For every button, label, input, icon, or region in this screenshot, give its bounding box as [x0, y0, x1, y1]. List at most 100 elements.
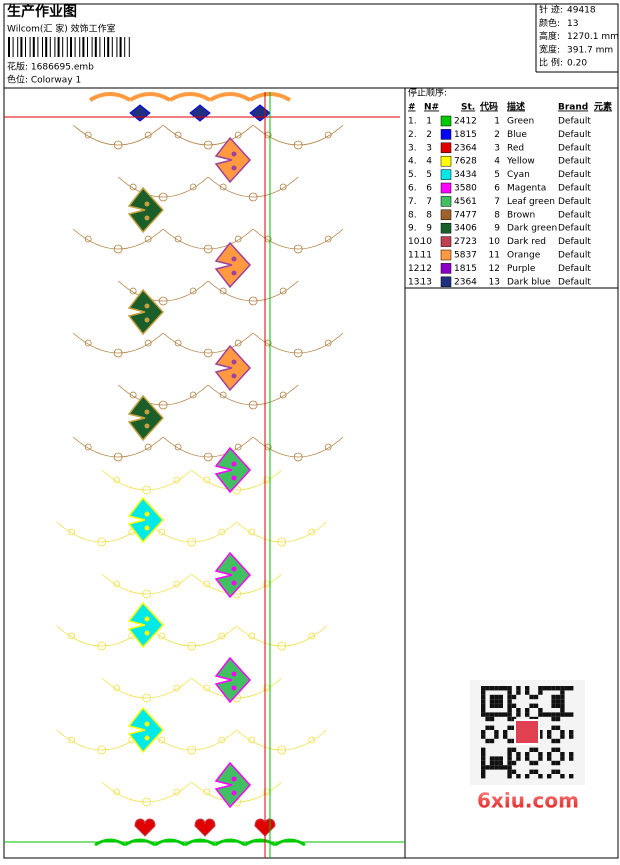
qr-cell [551, 725, 556, 730]
heart [194, 818, 216, 837]
qr-cell [494, 734, 499, 739]
qr-cell [551, 694, 556, 700]
swirl [84, 235, 92, 243]
row-index: 8. [408, 210, 417, 220]
column-header: 描述 [507, 101, 525, 113]
qr-cell [560, 699, 565, 704]
qr-cell [516, 752, 521, 757]
motif-dot [231, 580, 237, 586]
row-brand: Default [558, 277, 591, 287]
swirl [293, 452, 303, 462]
qr-cell [507, 712, 512, 717]
scallop [208, 92, 252, 102]
motif-dot [231, 671, 237, 677]
swirl [174, 131, 182, 139]
row-stitches: 1815 [454, 130, 477, 140]
qr-cell [569, 730, 574, 735]
qr-cell [569, 734, 574, 739]
qr-cell [551, 716, 556, 722]
qr-cell [525, 752, 530, 757]
motif-dot [231, 566, 237, 572]
lattice [162, 228, 254, 250]
row-desc: Leaf green [507, 197, 555, 207]
motif-dot [144, 215, 150, 221]
swirl [173, 580, 181, 588]
qr-cell [507, 699, 512, 704]
row-needle: 2 [426, 130, 432, 140]
stat-value: 49418 [567, 6, 596, 16]
qr-cell [551, 760, 556, 766]
row-index: 6. [408, 184, 417, 194]
leaf [124, 838, 156, 847]
row-brand: Default [558, 264, 591, 274]
color-swatch [440, 222, 452, 234]
swirl [248, 192, 258, 202]
qr-cell [538, 756, 543, 761]
row-brand: Default [558, 157, 591, 167]
qr-cell [503, 765, 508, 770]
swirl [248, 296, 258, 306]
qr-cell [498, 760, 503, 766]
qr-cell [485, 716, 490, 722]
qr-cell [494, 765, 499, 770]
column-header: 元素 [594, 101, 612, 113]
barcode-bar [74, 37, 76, 57]
row-code: 6 [494, 184, 500, 194]
lattice [252, 228, 344, 250]
color-swatch [440, 169, 452, 180]
motif [127, 394, 165, 442]
lattice [72, 124, 164, 146]
swirl [203, 244, 213, 254]
qr-cell [538, 752, 543, 757]
motif-dot [231, 461, 237, 467]
qr-cell [489, 712, 495, 717]
row-index: 10. [408, 237, 422, 247]
barcode-bar [25, 37, 26, 57]
row-brand: Default [558, 197, 591, 207]
swirl [113, 452, 123, 462]
swirl [174, 339, 182, 347]
swirl [173, 476, 181, 484]
swirl [279, 391, 287, 399]
row-needle: 6 [426, 184, 432, 194]
lattice [117, 280, 209, 302]
studio: Wilcom(汇 家) 效饰工作室 [7, 23, 116, 35]
qr-cell [481, 699, 486, 704]
qr-code [470, 680, 585, 785]
swirl [142, 693, 152, 703]
qr-cell [529, 703, 534, 708]
qr-cell [516, 708, 521, 713]
motif-dot [231, 685, 237, 691]
swirl [218, 736, 226, 744]
lattice [207, 176, 299, 198]
row-stitches: 2364 [454, 277, 477, 287]
motif-dot [144, 616, 150, 622]
stat-value: 1270.1 mm [567, 32, 619, 42]
qr-cell [569, 712, 574, 717]
barcode-bar [29, 37, 31, 57]
motif-dot [231, 270, 237, 276]
row-needle: 9 [426, 224, 432, 234]
motif [214, 344, 252, 392]
qr-cell [485, 725, 490, 730]
swirl [113, 140, 123, 150]
qr-cell [547, 730, 552, 735]
barcode-bar [12, 37, 14, 57]
stat-label: 比 例: [539, 57, 563, 69]
row-stitches: 2364 [454, 143, 477, 153]
row-stitches: 1815 [454, 264, 477, 274]
qr-cell [494, 756, 499, 761]
row-stitches: 3406 [454, 224, 477, 234]
swirl [203, 452, 213, 462]
swirl [324, 235, 332, 243]
qr-cell [533, 769, 539, 774]
qr-cell [560, 694, 565, 700]
qr-cell [551, 747, 556, 752]
qr-cell [525, 690, 530, 695]
row-stitches: 4561 [454, 197, 477, 207]
qr-cell [516, 712, 521, 717]
qr-cell [547, 752, 552, 757]
row-index: 11. [408, 251, 422, 261]
swirl [113, 580, 121, 588]
motif-dot [144, 303, 150, 309]
